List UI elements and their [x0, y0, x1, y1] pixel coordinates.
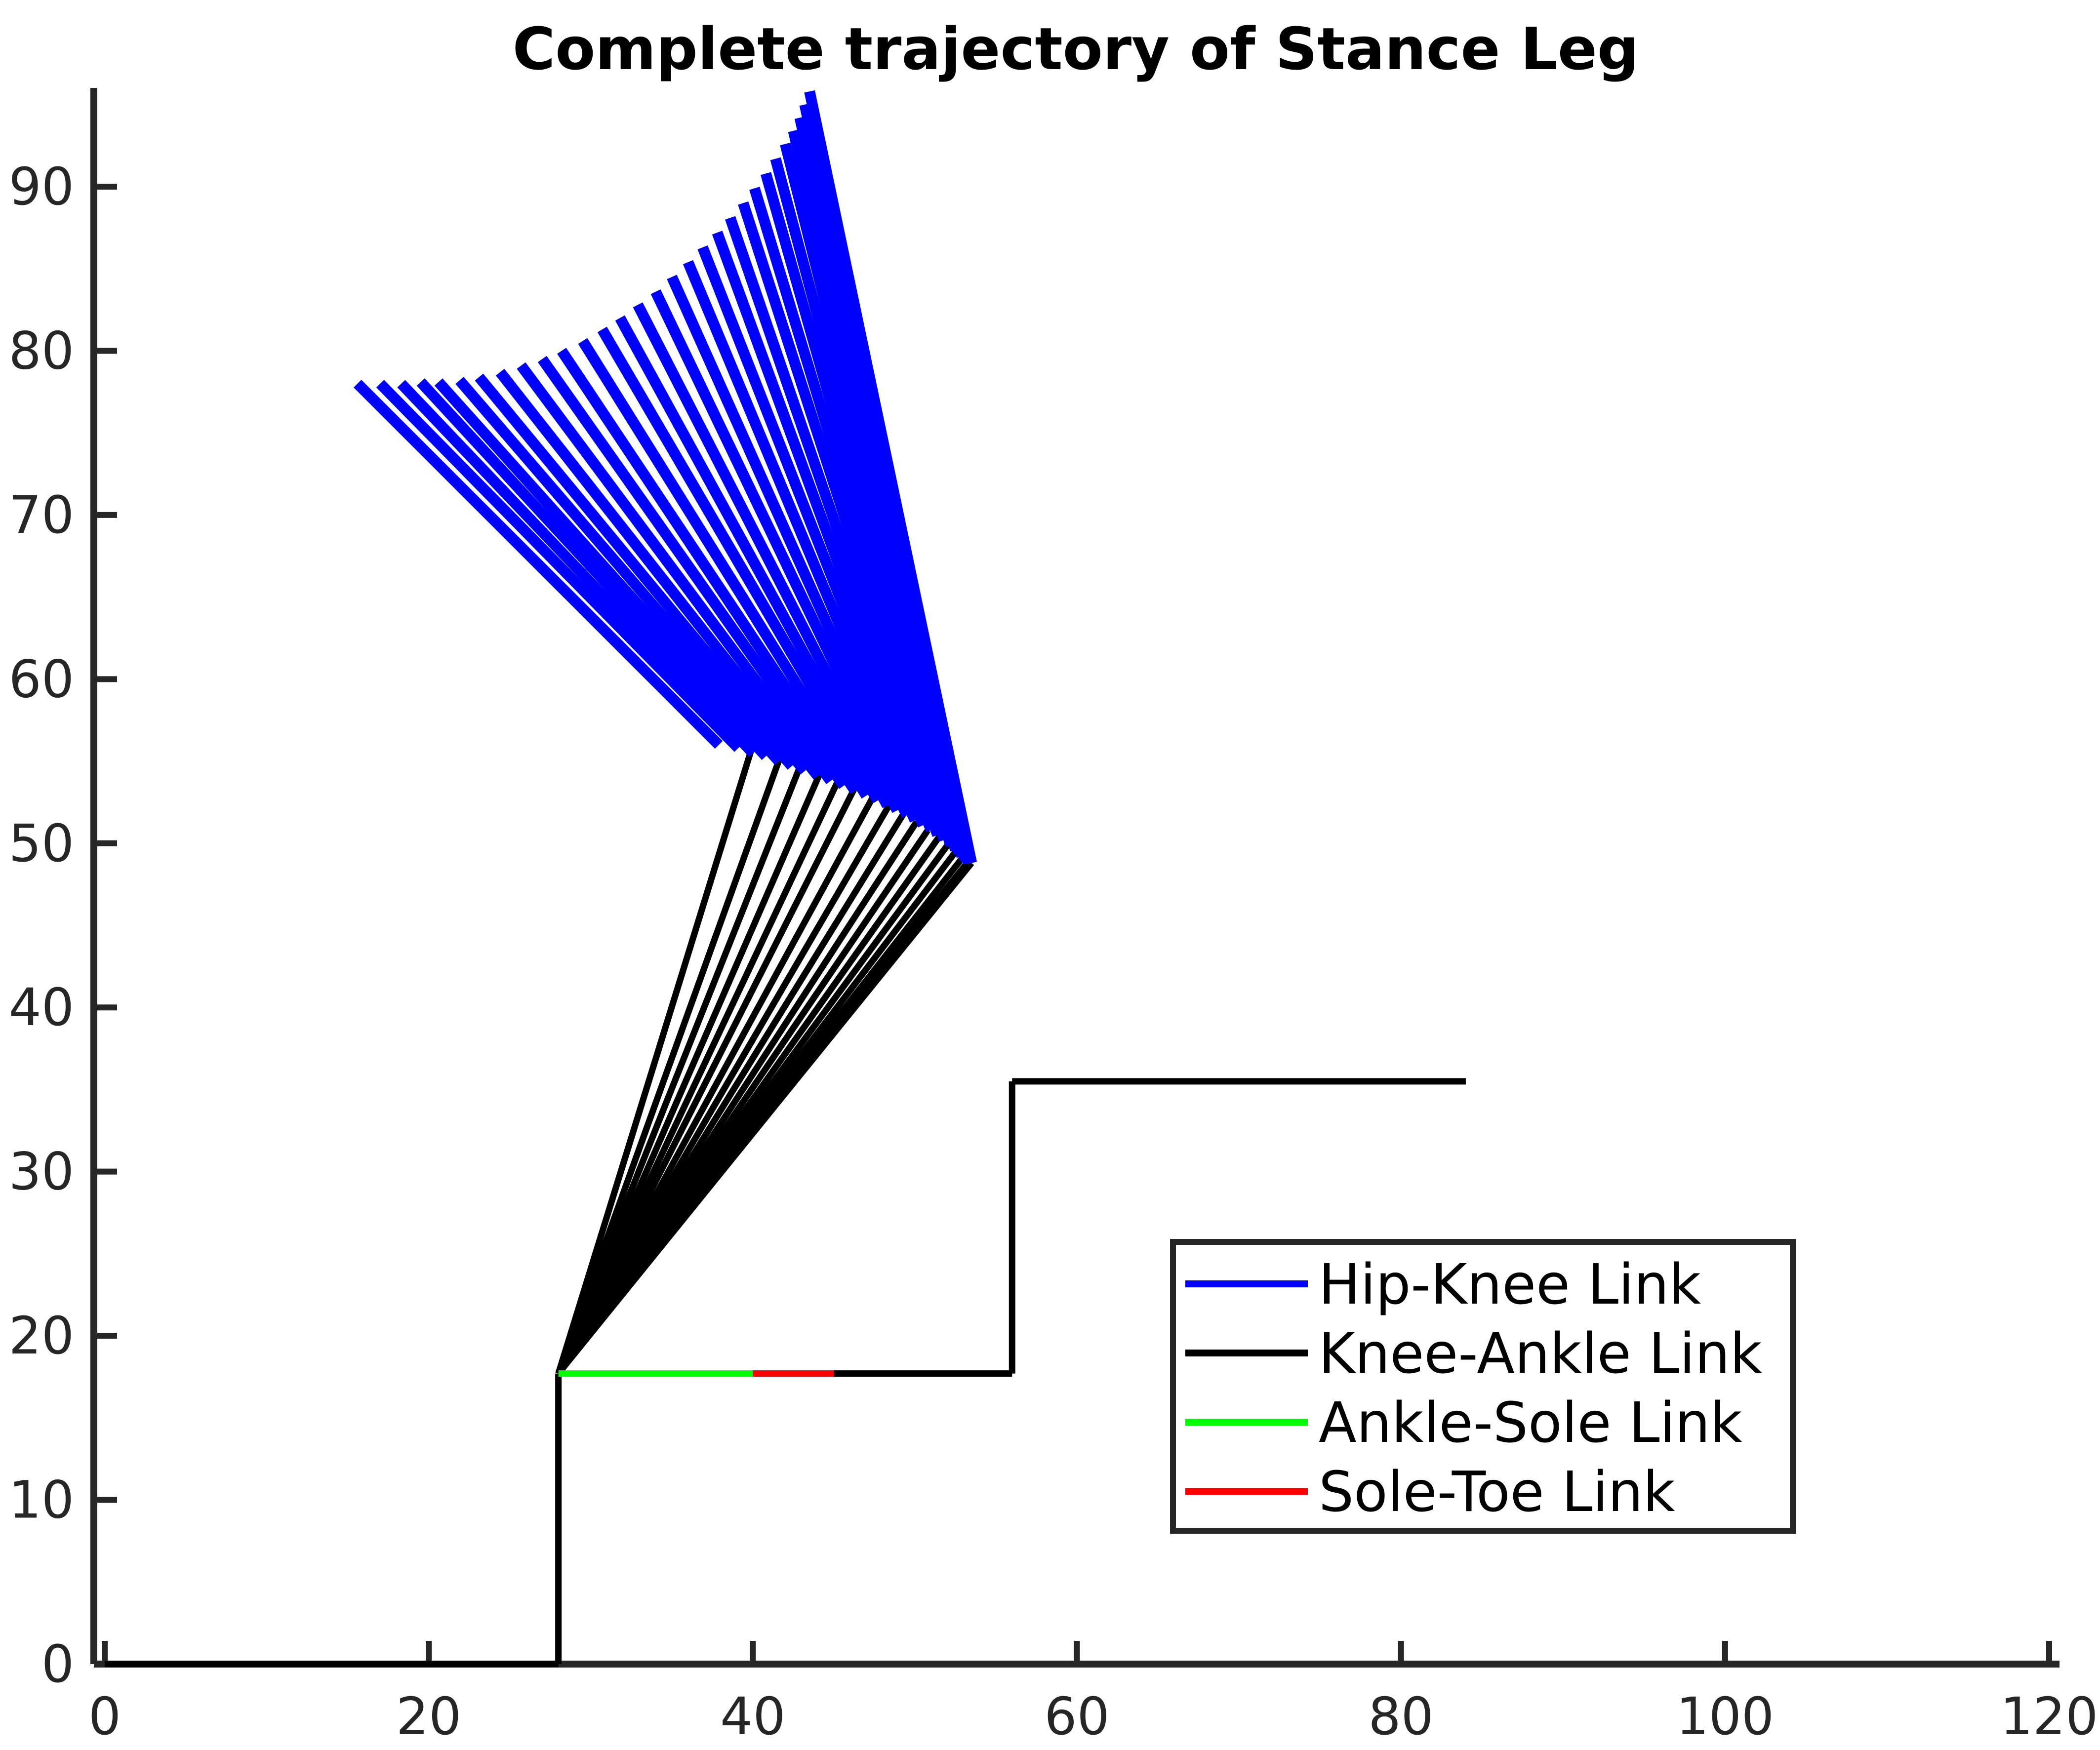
legend-label-sole-toe-link: Sole-Toe Link: [1319, 1460, 1675, 1524]
hip-knee-link-segment: [376, 380, 742, 752]
hip-knee-link-segment: [397, 380, 757, 757]
hip-knee-link-segment: [354, 380, 723, 749]
legend-label-hip-knee-link: Hip-Knee Link: [1319, 1253, 1701, 1317]
knee-ankle-link-segment: [556, 861, 974, 1376]
hip-knee-link-segment: [495, 368, 822, 780]
y-tick-label: 60: [9, 649, 74, 709]
x-tick-label: 80: [1368, 1686, 1433, 1747]
hip-knee-link-segment: [455, 377, 796, 770]
hip-knee-link-segment: [475, 373, 809, 775]
y-tick-label: 80: [9, 320, 74, 381]
hip-knee-link-segment: [683, 260, 928, 828]
legend-label-ankle-sole-link: Ankle-Sole Link: [1319, 1391, 1742, 1455]
x-tick-label: 120: [2000, 1686, 2099, 1747]
hip-knee-link-segment: [434, 378, 783, 765]
hip-knee-link-segment: [416, 378, 770, 760]
hip-knee-link-segment: [697, 245, 936, 833]
hip-knee-link-segment: [650, 289, 912, 818]
x-tick-label: 40: [720, 1686, 785, 1747]
hip-knee-link-segment: [557, 348, 860, 794]
hip-knee-link-segment: [804, 90, 977, 864]
x-tick-label: 0: [88, 1686, 121, 1747]
x-tick-label: 60: [1044, 1686, 1109, 1747]
y-tick-label: 70: [9, 485, 74, 545]
y-tick-label: 20: [9, 1306, 74, 1366]
x-tick-label: 100: [1676, 1686, 1775, 1747]
hip-knee-link-segment: [597, 326, 883, 803]
hip-knee-link-segment: [667, 275, 920, 823]
legend-box: [1170, 1239, 1796, 1534]
hip-knee-link-segment: [578, 338, 871, 799]
hip-knee-link-segment: [615, 315, 892, 808]
knee-ankle-link-segment: [555, 761, 805, 1375]
y-tick-label: 50: [9, 813, 74, 874]
legend-label-knee-ankle-link: Knee-Ankle Link: [1319, 1322, 1762, 1386]
hip-knee-link-segment: [517, 362, 835, 785]
hip-knee-link-segment: [537, 356, 848, 789]
y-tick-label: 90: [9, 157, 74, 217]
knee-ankle-link-segment: [555, 769, 824, 1375]
plot-area: [105, 90, 1466, 1668]
axis-ticks: 0 20 40 60 80 100 120 0 10 20 30 40 50 60 70 80 90: [9, 157, 2099, 1747]
knee-ankle-link-segment: [555, 786, 858, 1375]
y-tick-label: 30: [9, 1142, 74, 1202]
chart-title: Complete trajectory of Stance Leg: [513, 15, 1639, 83]
hip-knee-link-segment: [633, 302, 902, 813]
hip-knee-link-segment: [725, 216, 949, 842]
x-tick-label: 20: [396, 1686, 461, 1747]
hip-knee-link-segment: [712, 231, 943, 837]
y-tick-label: 0: [41, 1634, 74, 1694]
knee-ankle-link-segment: [555, 744, 756, 1375]
y-tick-label: 10: [9, 1470, 74, 1530]
y-tick-label: 40: [9, 977, 74, 1037]
knee-ankle-link-segment: [555, 755, 784, 1375]
